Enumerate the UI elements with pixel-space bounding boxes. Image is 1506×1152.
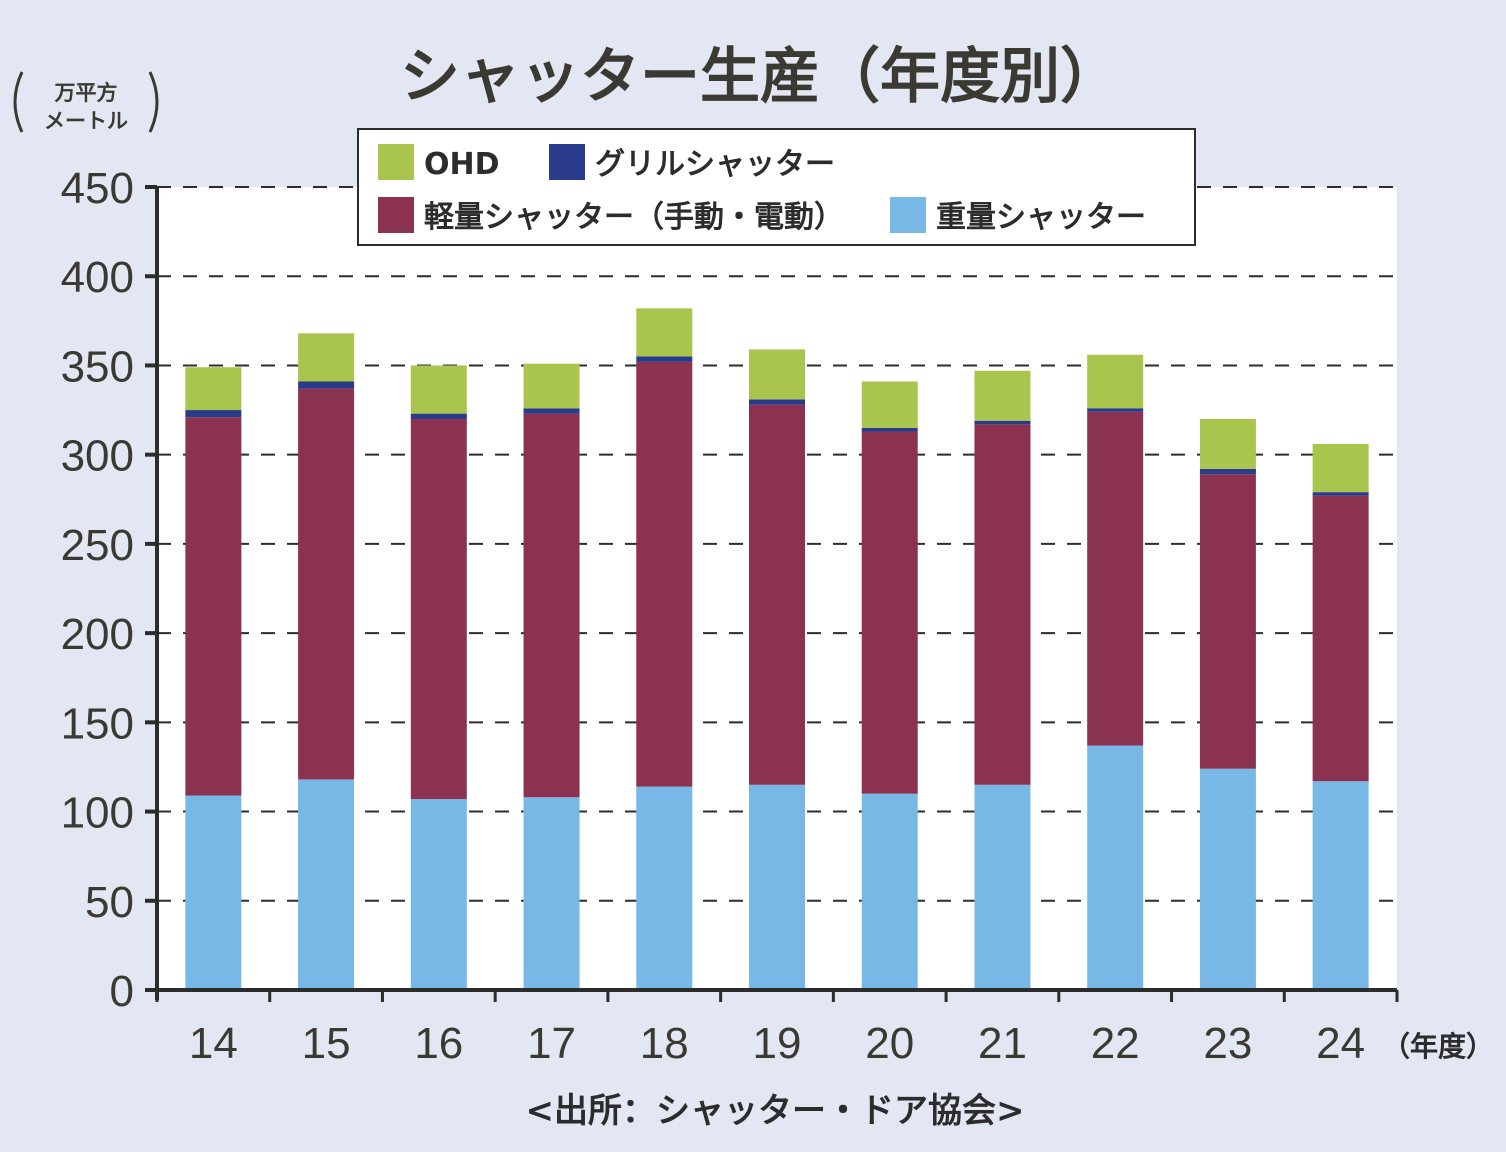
bar-segment — [861, 793, 918, 990]
bar-segment — [636, 786, 693, 990]
y-tick-label: 300 — [61, 432, 134, 481]
y-unit-line1: 万平方 — [54, 81, 118, 105]
bar-segment — [1087, 411, 1144, 746]
x-tick-label: 23 — [1203, 1019, 1252, 1068]
bar-segment — [974, 420, 1031, 425]
x-tick-label: 16 — [414, 1019, 463, 1068]
bar-segment — [749, 399, 805, 405]
bar-segment — [410, 365, 467, 414]
x-tick-label: 20 — [865, 1019, 914, 1068]
bar-segment — [1199, 468, 1256, 475]
legend-swatch — [378, 197, 414, 233]
x-tick-label: 17 — [527, 1019, 576, 1068]
x-tick-label: 24 — [1316, 1019, 1365, 1068]
y-tick-label: 0 — [110, 967, 134, 1016]
bar-segment — [1087, 745, 1144, 990]
legend-label: OHD — [424, 147, 500, 182]
bar-segment — [1312, 443, 1369, 493]
x-tick-label: 18 — [640, 1019, 689, 1068]
bar-segment — [1087, 354, 1144, 409]
legend-box — [357, 128, 1196, 246]
bar-segment — [523, 797, 580, 990]
y-tick-labels: 0 50 100 150 200 250 300 350 400 450 — [61, 164, 134, 1016]
y-tick-label: 400 — [61, 253, 134, 302]
bar-segment — [298, 381, 355, 389]
bar-segment — [523, 363, 580, 409]
y-tick-label: 200 — [61, 610, 134, 659]
bar-segment — [185, 795, 242, 990]
bar-segment — [1312, 781, 1369, 990]
x-tick-label: 19 — [753, 1019, 802, 1068]
legend-swatch — [549, 144, 585, 180]
bar-segment — [1312, 492, 1369, 496]
y-tick-label: 250 — [61, 521, 134, 570]
bar-segment — [974, 784, 1031, 990]
source-note: <出所：シャッター・ドア協会> — [526, 1091, 1025, 1131]
x-tick-label: 22 — [1091, 1019, 1140, 1068]
bar-segment — [185, 410, 242, 418]
bar-segment — [185, 367, 242, 411]
legend-label: 軽量シャッター（手動・電動） — [424, 200, 844, 235]
bar-segment — [523, 408, 580, 414]
bar-segment — [410, 413, 467, 419]
bar-segment — [749, 784, 805, 990]
bar-segment — [1312, 495, 1369, 782]
bar-segment — [749, 404, 805, 785]
bar-segment — [523, 413, 580, 798]
bar-segment — [298, 388, 355, 780]
y-tick-label: 350 — [61, 342, 134, 391]
x-tick-label: 21 — [978, 1019, 1027, 1068]
legend-swatch — [890, 197, 926, 233]
bar-segment — [974, 424, 1031, 785]
legend-label: グリルシャッター — [595, 147, 835, 182]
bar-segment — [410, 799, 467, 990]
unit-right-bracket — [148, 71, 159, 133]
bars — [185, 308, 1369, 990]
y-tick-label: 450 — [61, 164, 134, 213]
bar-segment — [974, 370, 1031, 421]
y-tick-label: 100 — [61, 789, 134, 838]
axes — [145, 185, 1399, 1002]
bar-segment — [185, 417, 242, 796]
y-unit-label: 万平方 メートル — [13, 71, 159, 133]
x-tick-label: 14 — [189, 1019, 238, 1068]
bar-segment — [636, 308, 693, 357]
bar-segment — [861, 427, 918, 432]
bar-segment — [1199, 768, 1256, 990]
x-tick-label: 15 — [302, 1019, 351, 1068]
bar-segment — [410, 418, 467, 800]
unit-left-bracket — [13, 71, 24, 133]
y-unit-line2: メートル — [44, 109, 128, 133]
bar-segment — [298, 779, 355, 990]
bar-segment — [861, 381, 918, 428]
bar-segment — [861, 431, 918, 794]
legend-swatch — [378, 144, 414, 180]
bar-segment — [298, 333, 355, 382]
bar-segment — [1199, 474, 1256, 769]
bar-segment — [636, 356, 693, 362]
bar-segment — [1199, 418, 1256, 469]
bar-segment — [1087, 408, 1144, 412]
bar-segment — [749, 349, 805, 400]
y-tick-label: 150 — [61, 699, 134, 748]
x-unit-label: （年度） — [1382, 1030, 1494, 1063]
chart-title: シャッター生産（年度別） — [400, 42, 1120, 112]
bar-segment — [636, 361, 693, 787]
x-tick-labels: 14 15 16 17 18 19 20 21 22 23 24 — [189, 1019, 1365, 1068]
y-tick-label: 50 — [85, 878, 134, 927]
legend-label: 重量シャッター — [936, 200, 1146, 235]
